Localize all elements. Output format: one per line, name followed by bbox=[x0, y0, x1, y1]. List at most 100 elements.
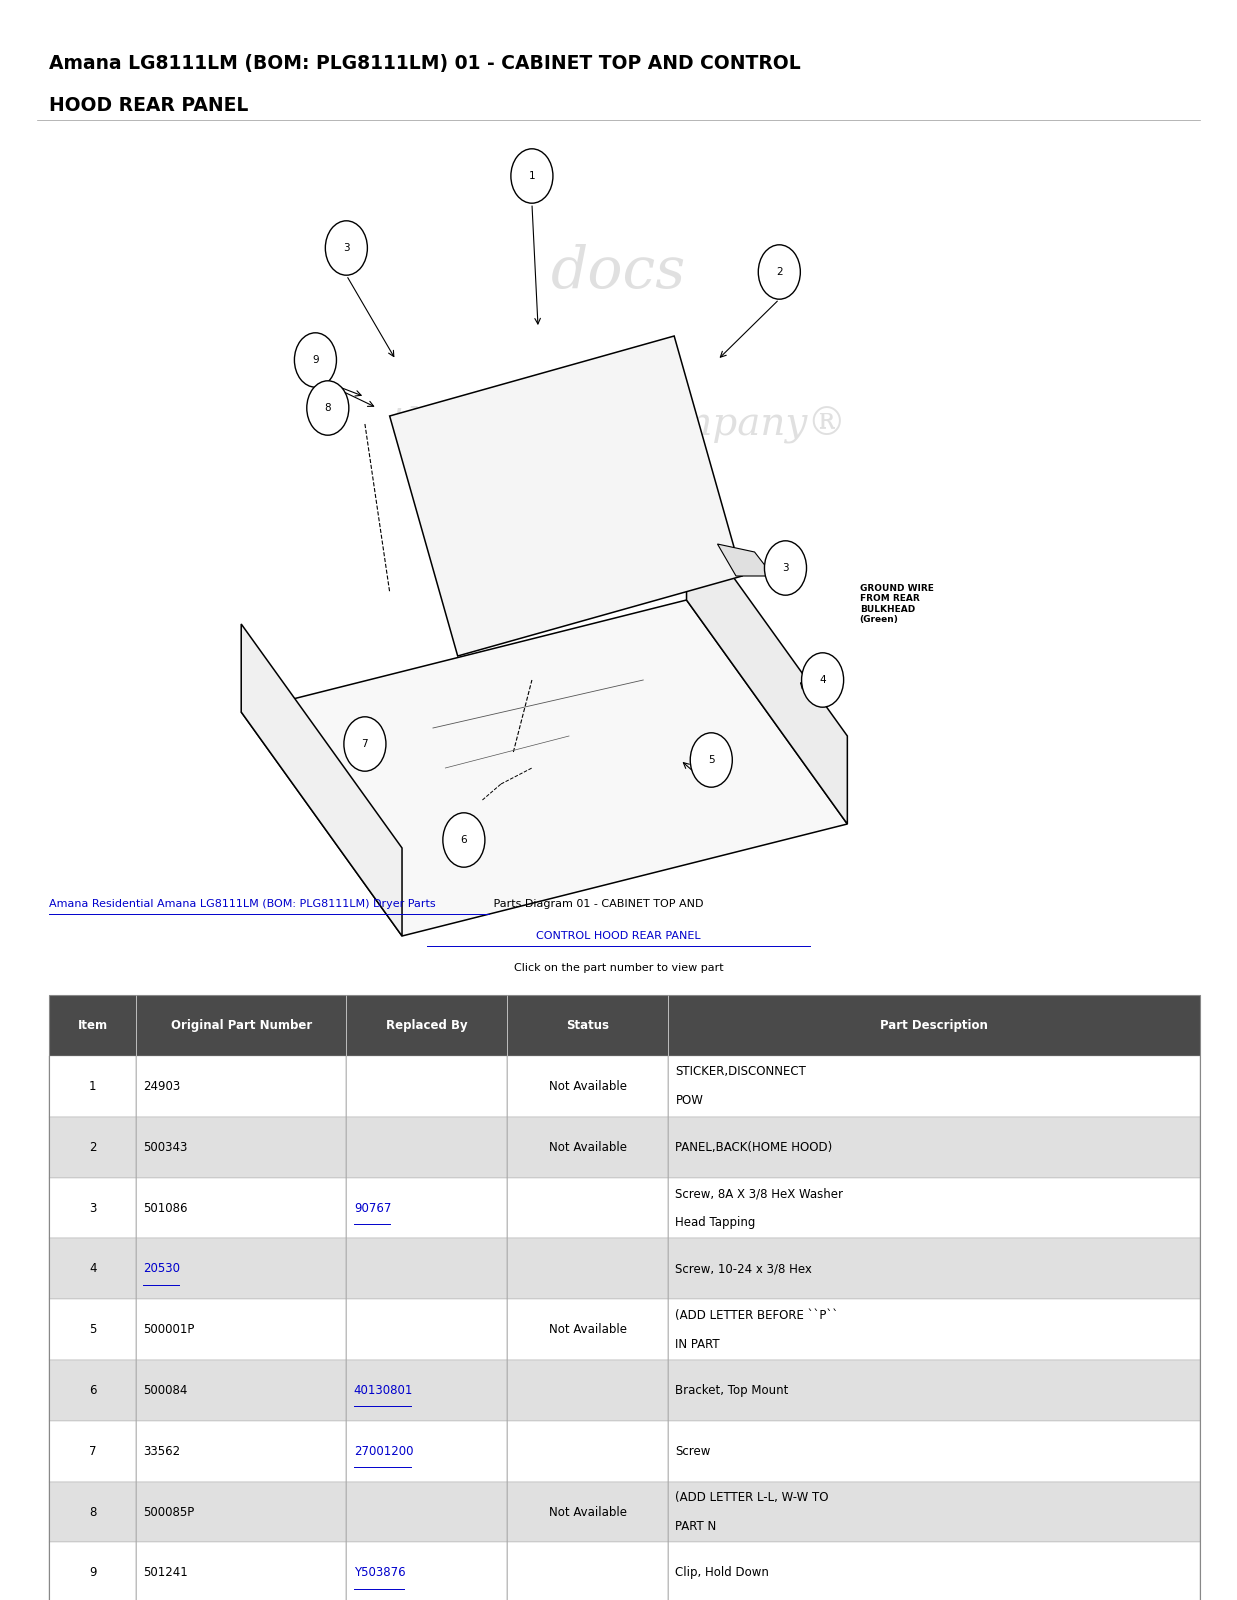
FancyBboxPatch shape bbox=[507, 1238, 668, 1299]
Text: 501241: 501241 bbox=[143, 1566, 188, 1579]
FancyBboxPatch shape bbox=[507, 1299, 668, 1360]
Text: 8: 8 bbox=[324, 403, 332, 413]
Text: Replaced By: Replaced By bbox=[386, 1019, 468, 1032]
FancyBboxPatch shape bbox=[507, 1542, 668, 1600]
FancyBboxPatch shape bbox=[49, 1117, 136, 1178]
FancyBboxPatch shape bbox=[136, 1056, 346, 1117]
FancyBboxPatch shape bbox=[507, 1178, 668, 1238]
Text: Amana LG8111LM (BOM: PLG8111LM) 01 - CABINET TOP AND CONTROL: Amana LG8111LM (BOM: PLG8111LM) 01 - CAB… bbox=[49, 54, 802, 74]
FancyBboxPatch shape bbox=[668, 995, 1200, 1056]
FancyBboxPatch shape bbox=[507, 1360, 668, 1421]
Polygon shape bbox=[687, 512, 847, 824]
FancyBboxPatch shape bbox=[668, 1421, 1200, 1482]
Text: Screw: Screw bbox=[675, 1445, 711, 1458]
FancyBboxPatch shape bbox=[136, 1542, 346, 1600]
Circle shape bbox=[325, 221, 367, 275]
Text: 4: 4 bbox=[819, 675, 826, 685]
Text: HOOD REAR PANEL: HOOD REAR PANEL bbox=[49, 96, 249, 115]
Text: Y503876: Y503876 bbox=[354, 1566, 406, 1579]
FancyBboxPatch shape bbox=[668, 1117, 1200, 1178]
Text: Not Available: Not Available bbox=[548, 1506, 627, 1518]
Circle shape bbox=[758, 245, 800, 299]
FancyBboxPatch shape bbox=[668, 1238, 1200, 1299]
FancyBboxPatch shape bbox=[49, 1360, 136, 1421]
Circle shape bbox=[764, 541, 807, 595]
Text: 500085P: 500085P bbox=[143, 1506, 194, 1518]
FancyBboxPatch shape bbox=[346, 1056, 507, 1117]
Text: Amana Residential Amana LG8111LM (BOM: PLG8111LM) Dryer Parts: Amana Residential Amana LG8111LM (BOM: P… bbox=[49, 899, 437, 909]
Text: Screw, 8A X 3/8 HeX Washer: Screw, 8A X 3/8 HeX Washer bbox=[675, 1187, 844, 1200]
Text: Part Description: Part Description bbox=[880, 1019, 988, 1032]
Text: 2: 2 bbox=[776, 267, 783, 277]
FancyBboxPatch shape bbox=[136, 1360, 346, 1421]
Text: docs: docs bbox=[550, 635, 687, 693]
Text: 20530: 20530 bbox=[143, 1262, 181, 1275]
Text: 6: 6 bbox=[460, 835, 468, 845]
Polygon shape bbox=[717, 544, 773, 576]
Text: Screw, 10-24 x 3/8 Hex: Screw, 10-24 x 3/8 Hex bbox=[675, 1262, 813, 1275]
Text: 9: 9 bbox=[312, 355, 319, 365]
Polygon shape bbox=[390, 336, 742, 656]
Text: Parts Diagram 01 - CABINET TOP AND: Parts Diagram 01 - CABINET TOP AND bbox=[490, 899, 704, 909]
Text: 1: 1 bbox=[89, 1080, 96, 1093]
Text: the laundry company®: the laundry company® bbox=[391, 405, 846, 443]
Text: Head Tapping: Head Tapping bbox=[675, 1216, 756, 1229]
FancyBboxPatch shape bbox=[507, 1117, 668, 1178]
FancyBboxPatch shape bbox=[49, 995, 136, 1056]
Circle shape bbox=[344, 717, 386, 771]
FancyBboxPatch shape bbox=[668, 1482, 1200, 1542]
FancyBboxPatch shape bbox=[507, 1482, 668, 1542]
Text: docs: docs bbox=[550, 243, 687, 301]
Text: 40130801: 40130801 bbox=[354, 1384, 413, 1397]
Text: 6: 6 bbox=[89, 1384, 96, 1397]
FancyBboxPatch shape bbox=[346, 1238, 507, 1299]
Text: 9: 9 bbox=[89, 1566, 96, 1579]
Circle shape bbox=[511, 149, 553, 203]
FancyBboxPatch shape bbox=[668, 1360, 1200, 1421]
FancyBboxPatch shape bbox=[346, 1360, 507, 1421]
Text: 500084: 500084 bbox=[143, 1384, 188, 1397]
FancyBboxPatch shape bbox=[346, 1117, 507, 1178]
FancyBboxPatch shape bbox=[346, 1482, 507, 1542]
Text: 7: 7 bbox=[361, 739, 369, 749]
FancyBboxPatch shape bbox=[136, 1117, 346, 1178]
FancyBboxPatch shape bbox=[668, 1178, 1200, 1238]
FancyBboxPatch shape bbox=[346, 1542, 507, 1600]
FancyBboxPatch shape bbox=[136, 1299, 346, 1360]
Text: (ADD LETTER L-L, W-W TO: (ADD LETTER L-L, W-W TO bbox=[675, 1491, 829, 1504]
Text: CONTROL HOOD REAR PANEL: CONTROL HOOD REAR PANEL bbox=[536, 931, 701, 941]
Text: 2: 2 bbox=[89, 1141, 96, 1154]
FancyBboxPatch shape bbox=[346, 995, 507, 1056]
Text: IN PART: IN PART bbox=[675, 1338, 720, 1350]
Text: 1: 1 bbox=[528, 171, 536, 181]
Text: 5: 5 bbox=[89, 1323, 96, 1336]
FancyBboxPatch shape bbox=[136, 1421, 346, 1482]
FancyBboxPatch shape bbox=[136, 1482, 346, 1542]
Circle shape bbox=[443, 813, 485, 867]
Text: 33562: 33562 bbox=[143, 1445, 181, 1458]
FancyBboxPatch shape bbox=[136, 995, 346, 1056]
Polygon shape bbox=[241, 600, 847, 936]
FancyBboxPatch shape bbox=[668, 1056, 1200, 1117]
FancyBboxPatch shape bbox=[346, 1178, 507, 1238]
FancyBboxPatch shape bbox=[49, 1056, 136, 1117]
Text: POW: POW bbox=[675, 1094, 704, 1107]
FancyBboxPatch shape bbox=[346, 1299, 507, 1360]
Text: PART N: PART N bbox=[675, 1520, 716, 1533]
FancyBboxPatch shape bbox=[49, 1178, 136, 1238]
FancyBboxPatch shape bbox=[136, 1238, 346, 1299]
Text: Item: Item bbox=[78, 1019, 108, 1032]
FancyBboxPatch shape bbox=[346, 1421, 507, 1482]
FancyBboxPatch shape bbox=[49, 1299, 136, 1360]
Text: Original Part Number: Original Part Number bbox=[171, 1019, 312, 1032]
Text: Clip, Hold Down: Clip, Hold Down bbox=[675, 1566, 769, 1579]
Circle shape bbox=[802, 653, 844, 707]
Text: Bracket, Top Mount: Bracket, Top Mount bbox=[675, 1384, 789, 1397]
Text: 3: 3 bbox=[343, 243, 350, 253]
Text: 5: 5 bbox=[708, 755, 715, 765]
FancyBboxPatch shape bbox=[49, 1542, 136, 1600]
FancyBboxPatch shape bbox=[668, 1542, 1200, 1600]
FancyBboxPatch shape bbox=[49, 1421, 136, 1482]
Text: 90767: 90767 bbox=[354, 1202, 391, 1214]
FancyBboxPatch shape bbox=[49, 1482, 136, 1542]
